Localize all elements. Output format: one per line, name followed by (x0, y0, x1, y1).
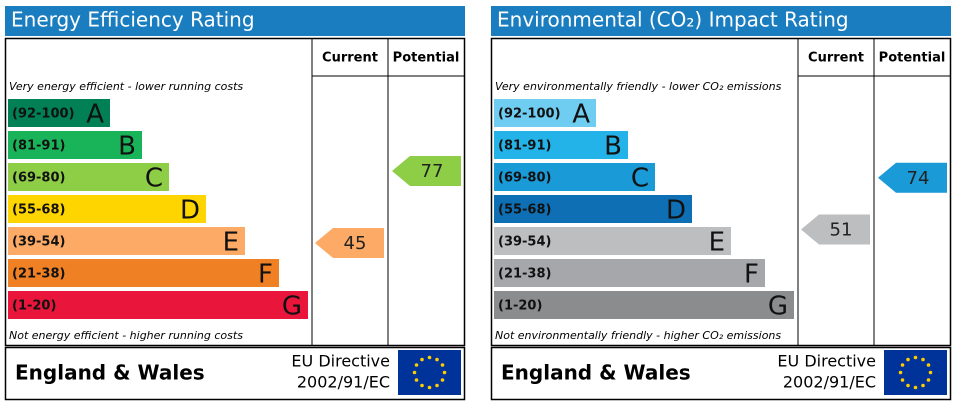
rating-band (494, 195, 692, 223)
band-letter: A (572, 100, 590, 130)
eu-star (427, 385, 432, 390)
eu-star (440, 363, 445, 367)
eu-star (926, 378, 931, 382)
band-letter: B (118, 132, 136, 162)
directive-line1: EU Directive (291, 352, 390, 371)
band-letter: C (631, 164, 649, 194)
region: England & Wales (15, 361, 205, 385)
band-range: (69-80) (498, 171, 551, 186)
band-letter: F (258, 260, 273, 290)
band-range: (81-91) (12, 139, 65, 154)
eu-star (906, 357, 910, 362)
current-arrow (801, 214, 870, 245)
band-letter: G (768, 292, 788, 322)
eu-star (900, 378, 905, 382)
eu-star (414, 378, 419, 382)
bottom-note: Not energy efficient - higher running co… (9, 329, 243, 342)
potential-arrow (878, 162, 947, 193)
eu-star (913, 385, 918, 390)
footer (490, 346, 952, 401)
rating-band (494, 163, 655, 191)
band-range: (92-100) (12, 107, 75, 122)
eu-star (900, 363, 905, 367)
top-note: Very energy efficient - lower running co… (9, 80, 243, 93)
band-letter: E (223, 228, 239, 258)
rating-band (494, 227, 731, 255)
band-letter: G (282, 292, 302, 322)
rating-band (494, 131, 628, 159)
rating-band (494, 291, 794, 319)
current-arrow (315, 228, 384, 258)
region: England & Wales (501, 361, 691, 385)
rating-band (8, 131, 142, 159)
potential-value: 74 (907, 168, 930, 189)
band-range: (69-80) (12, 171, 65, 186)
panel-title: Energy Efficiency Rating (11, 8, 255, 32)
band-letter: A (86, 100, 104, 130)
band-range: (39-54) (12, 235, 65, 250)
eu-star (414, 363, 419, 367)
rating-band (8, 291, 308, 319)
title-bar (491, 6, 951, 36)
eu-star (913, 355, 918, 360)
eu-star (435, 357, 439, 362)
rating-band (494, 99, 596, 127)
eu-star (440, 378, 445, 382)
rating-band (494, 259, 765, 287)
band-range: (81-91) (498, 139, 551, 154)
band-letter: C (145, 164, 163, 194)
band-range: (39-54) (498, 235, 551, 250)
top-note: Very environmentally friendly - lower CO… (495, 80, 782, 93)
eu-star (427, 355, 432, 360)
band-range: (21-38) (12, 267, 65, 282)
eu-star (921, 383, 925, 388)
eu-star (435, 383, 439, 388)
band-range: (55-68) (12, 203, 65, 218)
bottom-note: Not environmentally friendly - higher CO… (495, 329, 781, 342)
header-potential: Potential (879, 51, 946, 66)
header-current: Current (322, 51, 378, 66)
current-value: 45 (344, 233, 367, 254)
band-letter: B (604, 132, 622, 162)
band-range: (1-20) (498, 299, 542, 314)
rating-panel: Energy Efficiency Rating Current Potential… (4, 6, 466, 401)
eu-star (921, 357, 925, 362)
eu-star (898, 370, 903, 375)
potential-arrow (392, 156, 461, 186)
eu-star (442, 370, 447, 375)
directive-line2: 2002/91/EC (783, 373, 876, 392)
band-letter: D (180, 196, 200, 226)
eu-star (412, 370, 417, 375)
rating-band (8, 99, 110, 127)
rating-band (8, 163, 169, 191)
rating-band (8, 227, 245, 255)
eu-star (420, 357, 424, 362)
directive-line2: 2002/91/EC (297, 373, 390, 392)
band-letter: D (666, 196, 686, 226)
rating-band (8, 259, 279, 287)
current-value: 51 (830, 220, 853, 241)
eu-star (420, 383, 424, 388)
band-range: (21-38) (498, 267, 551, 282)
header-current: Current (808, 51, 864, 66)
eu-star (906, 383, 910, 388)
eu-star (928, 370, 933, 375)
title-bar (5, 6, 465, 36)
eu-star (926, 363, 931, 367)
band-letter: E (709, 228, 725, 258)
directive-line1: EU Directive (777, 352, 876, 371)
band-range: (55-68) (498, 203, 551, 218)
potential-value: 77 (421, 161, 444, 182)
band-range: (1-20) (12, 299, 56, 314)
band-range: (92-100) (498, 107, 561, 122)
header-potential: Potential (393, 51, 460, 66)
band-letter: F (744, 260, 759, 290)
panel-title: Environmental (CO₂) Impact Rating (497, 8, 849, 32)
rating-band (8, 195, 206, 223)
rating-panel: Environmental (CO₂) Impact Rating Current… (490, 6, 952, 401)
footer (4, 346, 466, 401)
